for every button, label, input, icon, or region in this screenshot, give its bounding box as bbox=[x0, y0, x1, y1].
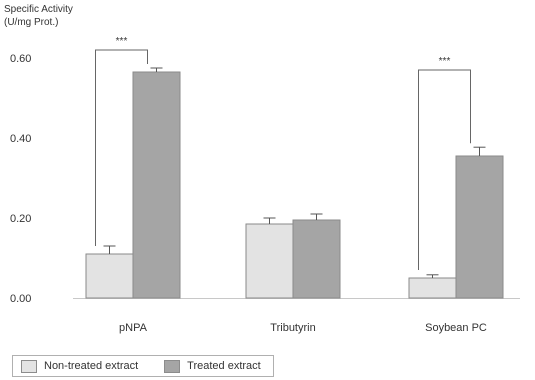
bar-non-treated bbox=[85, 253, 134, 299]
y-tick-label: 0.00 bbox=[10, 293, 31, 305]
legend-item-non-treated: Non-treated extract bbox=[21, 359, 139, 373]
legend-label-treated: Treated extract bbox=[187, 360, 261, 372]
legend-item-treated: Treated extract bbox=[164, 359, 261, 373]
bar-treated bbox=[132, 71, 181, 299]
significance-bracket bbox=[418, 69, 471, 270]
bar-non-treated bbox=[408, 277, 457, 299]
significance-label: *** bbox=[439, 56, 451, 67]
bar-non-treated bbox=[245, 223, 294, 299]
y-axis-title-line: Specific Activity bbox=[4, 4, 73, 15]
x-tick-label: pNPA bbox=[119, 322, 148, 334]
bar-treated bbox=[455, 155, 504, 299]
significance-bracket bbox=[95, 49, 148, 246]
x-tick-label: Tributyrin bbox=[270, 322, 315, 334]
y-axis-title-line: (U/mg Prot.) bbox=[4, 17, 58, 28]
legend-swatch-non-treated bbox=[21, 359, 37, 373]
legend: Non-treated extract Treated extract bbox=[12, 355, 274, 377]
y-tick-label: 0.20 bbox=[10, 213, 31, 225]
bar-chart: Specific Activity (U/mg Prot.) 0.00 0.20 0.4… bbox=[4, 4, 520, 334]
y-tick-label: 0.40 bbox=[10, 133, 31, 145]
x-tick-label: Soybean PC bbox=[425, 322, 487, 334]
y-tick-label: 0.60 bbox=[10, 53, 31, 65]
significance-label: *** bbox=[116, 36, 128, 47]
bar-treated bbox=[292, 219, 341, 299]
legend-label-non-treated: Non-treated extract bbox=[44, 360, 139, 372]
legend-swatch-treated bbox=[164, 359, 181, 373]
